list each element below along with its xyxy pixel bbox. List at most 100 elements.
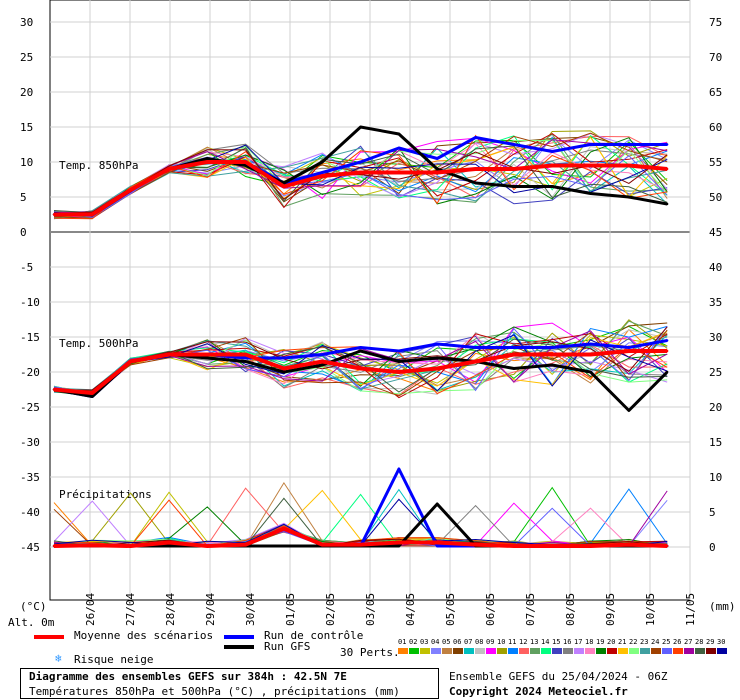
legend-mean-swatch [34,635,64,639]
pert-number: 23 [640,638,649,646]
pert-color-swatch [519,648,529,654]
ensemble-run-label: Ensemble GEFS du 25/04/2024 - 06Z [449,670,668,683]
date-tick-label: 04/05 [404,593,417,626]
series-point-control [512,143,516,146]
series-point-mean [91,213,94,216]
series-point-mean [589,544,592,548]
left-tick-label: -5 [20,261,33,274]
series-point-control [321,353,324,356]
series-point-mean [206,544,209,548]
right-tick-label: 5 [709,506,716,519]
pert-color-swatch [607,648,617,654]
series-point-mean [244,543,247,546]
pert-number: 29 [706,638,715,646]
series-point-gfs [244,360,247,363]
pert-number: 04 [431,638,440,646]
series-point-mean [397,370,401,374]
pert-color-swatch [409,648,419,654]
series-point-gfs [167,544,171,548]
pert-number: 28 [695,638,704,646]
left-tick-label: 30 [20,16,33,29]
series-point-mean [321,360,324,363]
series-point-gfs [282,181,286,185]
pert-color-swatch [420,648,430,654]
pert-number: 18 [585,638,594,646]
legend-control-label: Run de contrôle [264,629,364,642]
chart-title: Diagramme des ensembles GEFS sur 384h : … [29,670,347,683]
legend-gfs-swatch [224,645,254,649]
right-tick-label: 10 [709,471,722,484]
perturbation-legend: 01 02 03 04 05 06 07 08 09 10 11 12 13 14 15 16 17 18 19 20… [398,638,730,658]
series-point-control [436,342,439,346]
series-point-gfs [512,185,516,188]
date-tick-label: 08/05 [564,593,577,626]
series-point-mean [512,544,516,548]
series-point-gfs [436,167,439,171]
series-point-control [627,346,631,349]
series-point-mean [436,171,439,174]
right-unit-label: (mm) [709,600,736,613]
pert-number: 14 [541,638,550,646]
pert-color-swatch [475,648,485,654]
left-tick-label: -20 [20,366,40,379]
series-point-mean [397,541,401,544]
series-point-mean [397,171,401,174]
series-point-mean [91,391,94,395]
left-tick-label: 25 [20,51,33,64]
series-point-control [397,467,401,471]
pert-color-swatch [673,648,683,654]
legend-control-swatch [224,635,254,639]
series-point-mean [321,543,324,546]
pert-line-850 [53,149,668,215]
series-point-mean [665,167,669,171]
left-tick-label: -10 [20,296,40,309]
series-point-mean [627,349,631,353]
date-tick-label: 03/05 [364,593,377,626]
series-point-mean [436,541,439,544]
pert-number: 03 [420,638,429,646]
left-tick-label: 10 [20,156,33,169]
series-point-gfs [206,157,209,160]
pert-color-swatch [684,648,694,654]
series-point-control [359,160,362,164]
series-point-control [474,346,477,349]
date-tick-label: 07/05 [524,593,537,626]
chart-footer: Moyenne des scénarios Run de contrôle Ru… [0,626,740,700]
pert-color-swatch [563,648,573,654]
series-point-mean [52,388,56,391]
right-tick-label: 70 [709,51,722,64]
date-tick-label: 06/05 [484,593,497,626]
series-point-gfs [282,544,286,548]
pert-number: 05 [442,638,451,646]
series-point-control [397,146,401,150]
legend-perts-label: 30 Perts. [340,646,400,659]
series-point-gfs [397,544,401,548]
panel-title-500: Temp. 500hPa [59,337,138,350]
series-point-control [589,342,592,346]
series-point-control [244,356,247,360]
series-point-control [282,356,286,360]
date-tick-label: 05/05 [444,593,457,626]
series-point-gfs [397,132,401,136]
left-tick-label: 20 [20,86,33,99]
series-point-gfs [551,185,554,188]
pert-color-swatch [662,648,672,654]
date-tick-label: 01/05 [284,593,297,626]
series-point-gfs [359,125,362,129]
series-point-gfs [627,409,631,412]
pert-color-swatch [508,648,518,654]
date-tick-label: 29/04 [204,593,217,626]
series-point-mean [206,353,209,356]
pert-color-swatch [464,648,474,654]
series-point-mean [167,167,171,171]
pert-number: 20 [607,638,616,646]
right-tick-label: 65 [709,86,722,99]
pert-number: 12 [519,638,528,646]
pert-color-swatch [530,648,540,654]
altitude-label: Alt. 0m [8,616,55,626]
date-tick-label: 11/05 [684,593,697,626]
date-tick-label: 27/04 [124,593,137,626]
right-tick-label: 75 [709,16,722,29]
series-point-mean [91,544,94,547]
